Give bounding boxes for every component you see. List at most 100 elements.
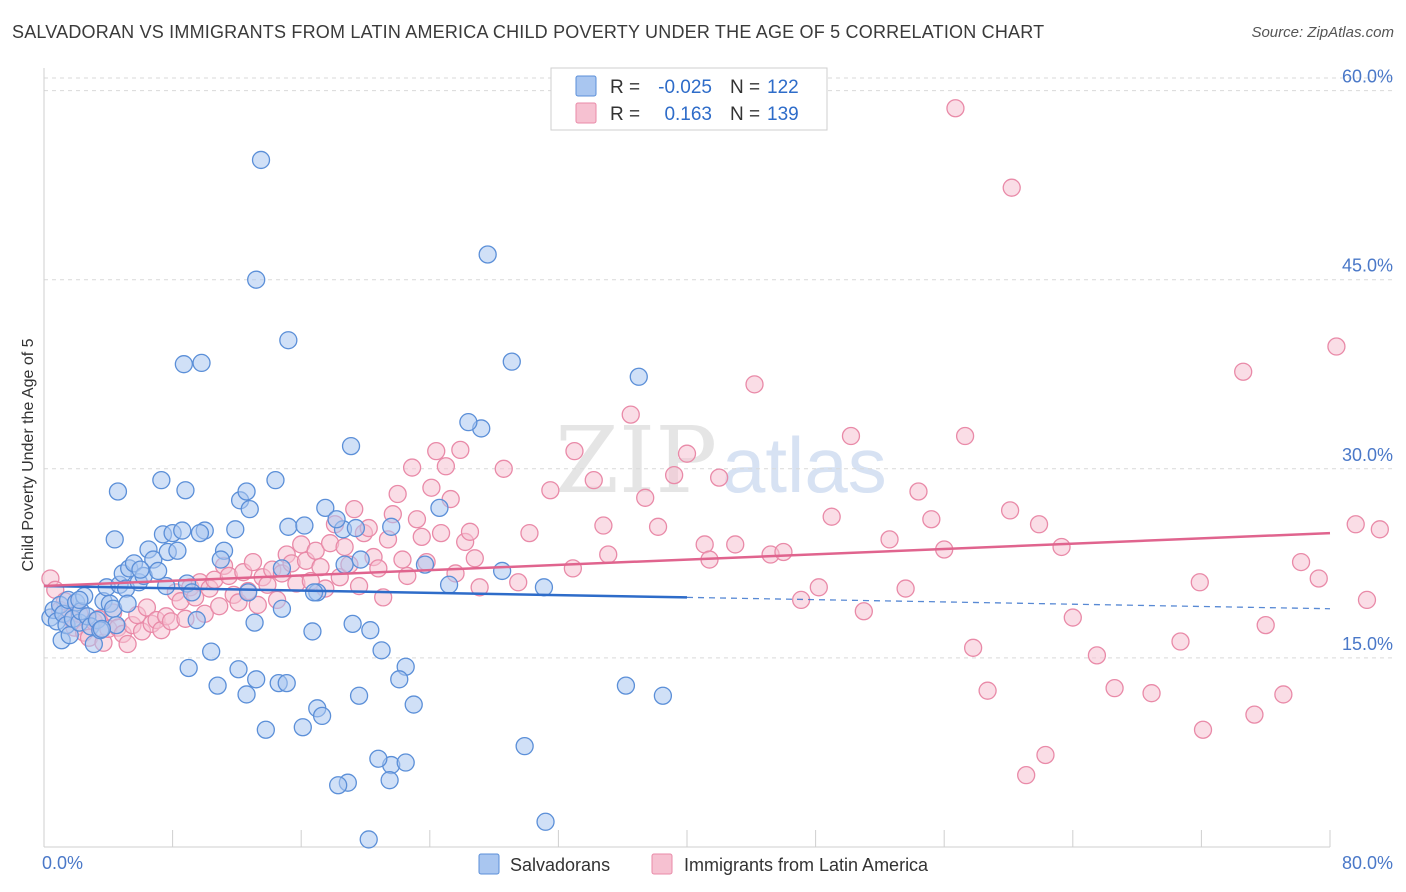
y-axis-label: Child Poverty Under the Age of 5	[20, 338, 37, 571]
point-latin-america	[1036, 745, 1055, 765]
point-latin-america	[677, 444, 697, 463]
point-latin-america	[427, 442, 446, 461]
point-latin-america	[1029, 515, 1049, 534]
point-salvadoran	[346, 518, 366, 538]
point-salvadoran	[404, 695, 423, 714]
point-salvadoran	[247, 670, 266, 689]
point-latin-america	[822, 507, 841, 526]
point-latin-america	[1327, 337, 1346, 356]
point-salvadoran	[295, 516, 314, 535]
point-latin-america	[509, 573, 528, 592]
point-latin-america	[1256, 615, 1275, 635]
point-salvadoran	[174, 355, 194, 374]
x-tick-label-min: 0.0%	[42, 853, 83, 873]
point-salvadoran	[168, 541, 187, 560]
point-salvadoran	[335, 555, 354, 574]
point-salvadoran	[349, 686, 369, 705]
point-salvadoran	[70, 590, 89, 610]
point-latin-america	[854, 602, 873, 621]
point-latin-america	[335, 537, 354, 557]
point-salvadoran	[536, 812, 555, 831]
point-latin-america	[726, 535, 745, 554]
point-latin-america	[1171, 632, 1190, 651]
point-salvadoran	[502, 352, 521, 371]
point-salvadoran	[439, 575, 459, 594]
point-latin-america	[1087, 646, 1107, 665]
legend-n-label-2: N =	[730, 104, 760, 125]
legend-swatch-latin-america	[575, 102, 597, 124]
point-salvadoran	[629, 367, 648, 386]
point-latin-america	[137, 598, 157, 617]
point-latin-america	[599, 545, 618, 564]
point-salvadoran	[359, 830, 378, 849]
point-salvadoran	[192, 353, 211, 373]
point-latin-america	[1052, 537, 1071, 557]
y-tick-label: 30.0%	[1342, 445, 1393, 465]
point-salvadoran	[293, 718, 312, 737]
point-latin-america	[636, 488, 655, 507]
point-salvadoran	[372, 641, 391, 660]
point-salvadoran	[245, 613, 264, 632]
point-salvadoran	[478, 245, 497, 264]
point-salvadoran	[105, 530, 124, 549]
point-salvadoran	[202, 642, 221, 661]
point-latin-america	[774, 542, 793, 562]
point-latin-america	[431, 523, 451, 543]
point-salvadoran	[459, 413, 478, 432]
correlation-legend: R = -0.025 N = 122 R = 0.163 N = 139	[550, 67, 828, 131]
point-latin-america	[1000, 501, 1020, 520]
point-latin-america	[1309, 569, 1328, 588]
point-salvadoran	[239, 583, 258, 602]
point-latin-america	[210, 597, 229, 616]
point-salvadoran	[247, 270, 266, 289]
point-salvadoran	[415, 555, 435, 574]
point-latin-america	[345, 499, 364, 519]
point-latin-america	[1274, 685, 1293, 704]
point-latin-america	[422, 478, 441, 497]
point-salvadoran	[266, 470, 285, 490]
chart-title: SALVADORAN VS IMMIGRANTS FROM LATIN AMER…	[12, 22, 1045, 42]
point-latin-america	[745, 375, 764, 394]
point-salvadoran	[108, 482, 128, 501]
point-latin-america	[306, 541, 325, 560]
bottom-legend-label-salvadorans: Salvadorans	[510, 855, 610, 875]
point-salvadoran	[277, 673, 296, 693]
point-latin-america	[369, 559, 388, 578]
point-salvadoran	[369, 749, 388, 768]
legend-r-label-2: R =	[610, 104, 640, 125]
point-latin-america	[1234, 362, 1253, 381]
point-latin-america	[978, 681, 997, 700]
point-latin-america	[460, 522, 480, 541]
point-latin-america	[436, 457, 456, 476]
point-salvadoran	[329, 776, 348, 795]
point-latin-america	[648, 517, 668, 536]
legend-n-label-1: N =	[730, 77, 760, 98]
bottom-legend-swatch-salvadorans	[478, 853, 500, 875]
point-latin-america	[520, 523, 539, 543]
bottom-legend-swatch-latin-america	[651, 853, 673, 875]
point-salvadoran	[272, 599, 292, 618]
point-latin-america	[541, 481, 560, 500]
point-salvadoran	[256, 720, 275, 739]
legend-n-value-2: 139	[767, 104, 799, 125]
point-latin-america	[922, 510, 941, 529]
point-latin-america	[1370, 520, 1389, 539]
point-salvadoran	[279, 331, 298, 350]
point-latin-america	[1190, 573, 1209, 592]
point-salvadoran	[240, 499, 259, 519]
point-salvadoran	[343, 614, 362, 634]
point-latin-america	[393, 550, 412, 569]
point-salvadoran	[382, 517, 401, 536]
point-latin-america	[494, 459, 513, 478]
point-latin-america	[248, 595, 267, 615]
point-salvadoran	[187, 610, 206, 630]
point-latin-america	[451, 440, 470, 460]
point-salvadoran	[303, 622, 322, 641]
point-salvadoran	[237, 482, 256, 501]
trend-lines	[43, 531, 1331, 610]
point-salvadoran	[190, 523, 210, 543]
point-salvadoran	[179, 658, 198, 678]
series-legend: Salvadorans Immigrants from Latin Americ…	[478, 853, 929, 875]
point-latin-america	[1346, 515, 1365, 534]
